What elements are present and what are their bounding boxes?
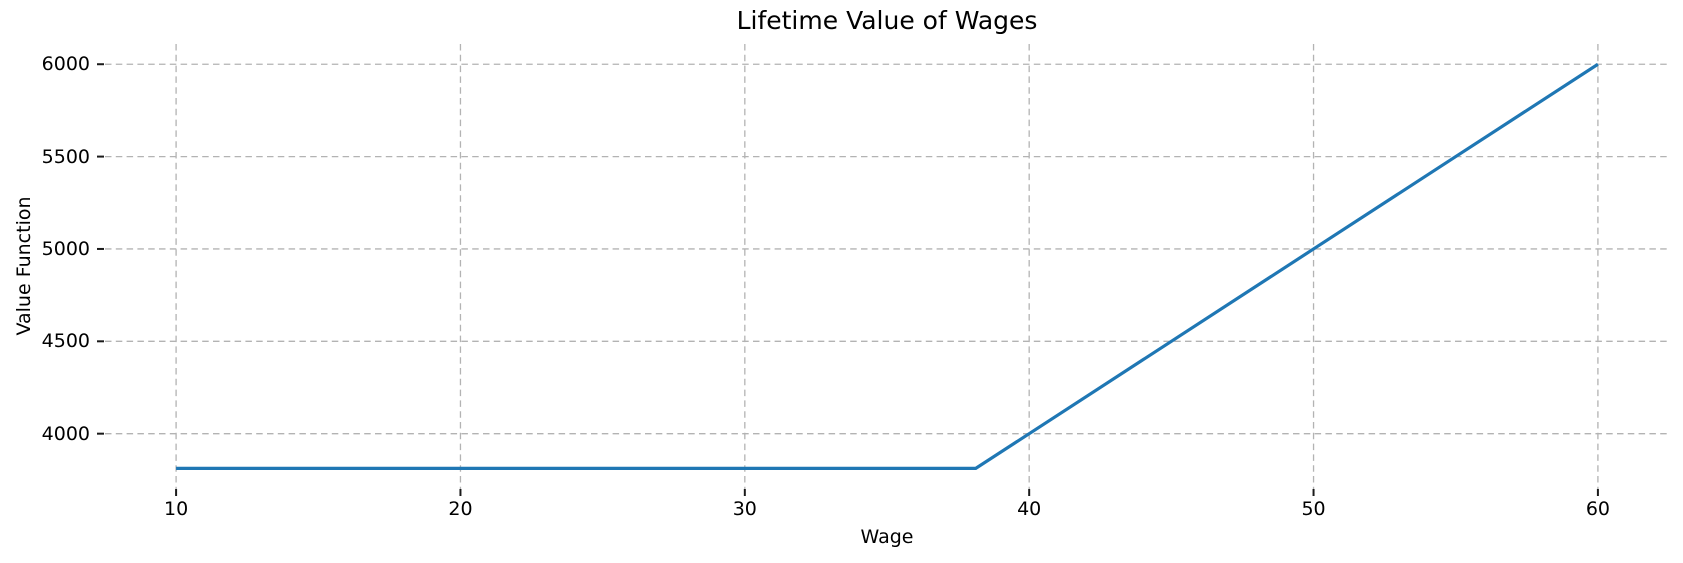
x-axis-label: Wage [860,526,914,548]
x-tick-label-10: 10 [163,498,189,520]
y-tick-label-4500: 4500 [41,330,90,353]
value-function-line [176,62,1599,471]
tick-marks [97,63,1599,496]
x-tick-label-40: 40 [1017,498,1042,520]
x-tick-label-50: 50 [1301,498,1326,520]
x-tick-label-20: 20 [448,498,473,520]
y-tick-label-4000: 4000 [41,422,90,445]
x-tick-label-30: 30 [732,498,757,520]
y-tick-label-5000: 5000 [41,237,90,260]
gridlines [105,44,1669,489]
y-tick-label-6000: 6000 [41,53,90,76]
series-value-function [176,62,1599,471]
x-tick-label-60: 60 [1585,498,1610,520]
chart-title: Lifetime Value of Wages [736,6,1038,35]
y-tick-label-5500: 5500 [41,145,90,168]
